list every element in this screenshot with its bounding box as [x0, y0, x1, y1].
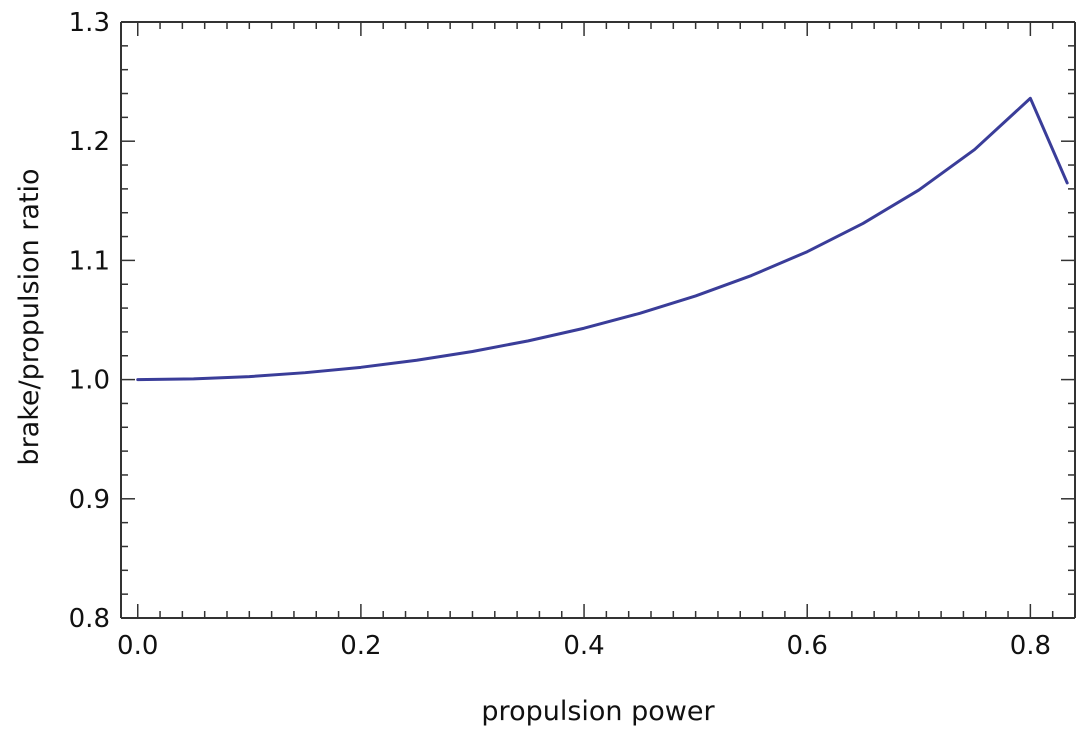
- plot-background: [121, 22, 1075, 618]
- y-axis-title: brake/propulsion ratio: [14, 168, 45, 465]
- x-axis-title: propulsion power: [481, 696, 715, 727]
- tick-labels: 0.0 0.2 0.4 0.6 0.8 0.8 0.9 1.0 1.1 1.2 1.3: [69, 8, 1051, 661]
- y-tick-label: 1.1: [69, 246, 110, 276]
- y-tick-label: 0.8: [69, 604, 110, 634]
- x-tick-label: 0.6: [787, 631, 828, 661]
- axes-frame: [120, 21, 1076, 619]
- y-tick-label: 1.0: [69, 366, 110, 396]
- y-tick-label: 0.9: [69, 485, 110, 515]
- series-line-0: [136, 96, 1069, 382]
- series-layer: [136, 96, 1069, 382]
- x-tick-label: 0.2: [340, 631, 381, 661]
- x-tick-label: 0.4: [563, 631, 604, 661]
- y-tick-label: 1.2: [69, 127, 110, 157]
- x-tick-label: 0.0: [117, 631, 158, 661]
- y-tick-label: 1.3: [69, 8, 110, 38]
- x-tick-label: 0.8: [1010, 631, 1051, 661]
